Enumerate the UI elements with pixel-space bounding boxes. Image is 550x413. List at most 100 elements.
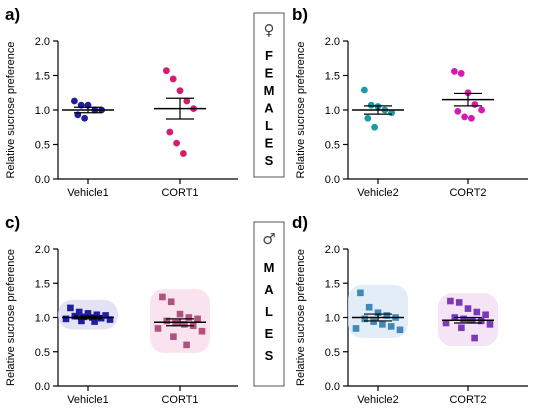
panel-label: c) xyxy=(5,213,20,232)
data-point xyxy=(468,114,475,122)
y-tick-label: 0.5 xyxy=(35,140,50,152)
sex-letter: E xyxy=(265,66,274,81)
panel-label: d) xyxy=(292,213,308,232)
y-tick-label: 1.0 xyxy=(325,313,340,325)
data-point xyxy=(183,97,191,105)
data-point xyxy=(454,107,462,115)
data-point xyxy=(361,315,369,323)
x-tick-label: Vehicle1 xyxy=(67,394,109,406)
group-cort2 xyxy=(442,67,494,122)
panel-b: b) Relative sucrose preference 0.0 0.5 1.0 1.… xyxy=(292,5,528,199)
data-point xyxy=(370,318,377,325)
data-point xyxy=(352,325,360,332)
data-point xyxy=(457,70,465,77)
y-tick-label: 1.5 xyxy=(325,71,340,83)
data-point xyxy=(379,321,386,328)
y-tick-label: 1.0 xyxy=(35,313,50,325)
x-tick-label: Vehicle2 xyxy=(357,187,399,199)
data-point xyxy=(93,311,101,319)
y-tick-label: 2.0 xyxy=(325,36,340,48)
sex-letter: A xyxy=(264,101,274,116)
data-point xyxy=(365,303,373,311)
sex-letter: M xyxy=(264,83,275,98)
data-point xyxy=(180,150,187,157)
data-point xyxy=(364,114,372,122)
sex-letter: F xyxy=(265,48,273,63)
data-point xyxy=(169,75,177,83)
data-point xyxy=(102,312,109,319)
y-tick-label: 2.0 xyxy=(35,244,50,256)
data-point xyxy=(67,304,74,312)
y-axis-label: Relative sucrose preference xyxy=(5,42,17,179)
panel-d: d) Relative sucrose preference 0.0 0.5 1.0 1.… xyxy=(292,213,528,406)
data-point xyxy=(486,321,494,328)
sex-letter: E xyxy=(265,326,274,341)
x-tick-label: CORT2 xyxy=(449,394,486,406)
data-point xyxy=(371,123,378,131)
data-point xyxy=(194,315,201,323)
group-vehicle2 xyxy=(352,86,404,131)
group-vehicle2 xyxy=(348,284,408,338)
y-tick-label: 0.5 xyxy=(35,347,50,359)
panel-label: a) xyxy=(5,5,20,24)
y-tick-label: 1.5 xyxy=(325,278,340,290)
data-point xyxy=(81,114,88,122)
sex-letter: E xyxy=(265,136,274,151)
y-tick-label: 1.5 xyxy=(35,71,50,83)
group-cort2 xyxy=(438,293,498,347)
y-tick-label: 0.0 xyxy=(325,174,340,186)
data-point xyxy=(71,97,78,105)
panel-c: c) Relative sucrose preference 0.0 0.5 1.0 1.… xyxy=(5,213,238,406)
y-tick-label: 2.0 xyxy=(35,36,50,48)
female-icon: ♀ xyxy=(264,21,275,39)
sex-letter: L xyxy=(265,304,273,319)
y-axis-label: Relative sucrose preference xyxy=(5,249,17,386)
data-point xyxy=(154,325,162,332)
group-vehicle1 xyxy=(58,299,118,330)
data-point xyxy=(198,327,206,335)
sex-letter: M xyxy=(264,260,275,275)
data-point xyxy=(159,293,166,301)
sex-letter: L xyxy=(265,118,273,133)
data-point xyxy=(442,319,450,327)
data-point xyxy=(173,139,181,147)
data-point xyxy=(181,321,188,328)
data-point xyxy=(482,311,489,319)
data-point xyxy=(91,318,98,325)
data-point xyxy=(464,89,472,97)
y-axis-label: Relative sucrose preference xyxy=(295,249,307,386)
x-tick-label: CORT1 xyxy=(161,187,198,199)
data-point xyxy=(460,315,467,323)
group-cort1 xyxy=(150,288,210,353)
data-point xyxy=(84,310,92,317)
y-tick-label: 2.0 xyxy=(325,244,340,256)
sex-letter: S xyxy=(265,348,274,363)
y-tick-label: 1.0 xyxy=(325,105,340,117)
group-cort1 xyxy=(154,67,206,157)
data-point xyxy=(106,316,114,323)
data-point xyxy=(367,101,375,109)
y-axis-label: Relative sucrose preference xyxy=(295,42,307,179)
data-point xyxy=(461,113,468,121)
data-point xyxy=(183,341,190,349)
x-tick-label: Vehicle1 xyxy=(67,187,109,199)
panel-a: a) Relative sucrose preference 0.0 0.5 1.0 1.… xyxy=(5,5,238,199)
x-tick-label: Vehicle2 xyxy=(357,394,399,406)
data-point xyxy=(396,326,404,334)
data-point xyxy=(387,323,395,330)
data-point xyxy=(447,297,454,305)
y-tick-label: 0.5 xyxy=(325,347,340,359)
data-point xyxy=(361,86,368,94)
data-point xyxy=(62,315,70,323)
x-tick-label: CORT1 xyxy=(161,394,198,406)
data-point xyxy=(176,87,184,95)
label-box-frame xyxy=(253,221,285,387)
data-point xyxy=(471,334,478,342)
data-point xyxy=(75,308,83,316)
x-tick-label: CORT2 xyxy=(449,187,486,199)
sex-letter: S xyxy=(265,153,274,168)
y-tick-label: 1.5 xyxy=(35,278,50,290)
